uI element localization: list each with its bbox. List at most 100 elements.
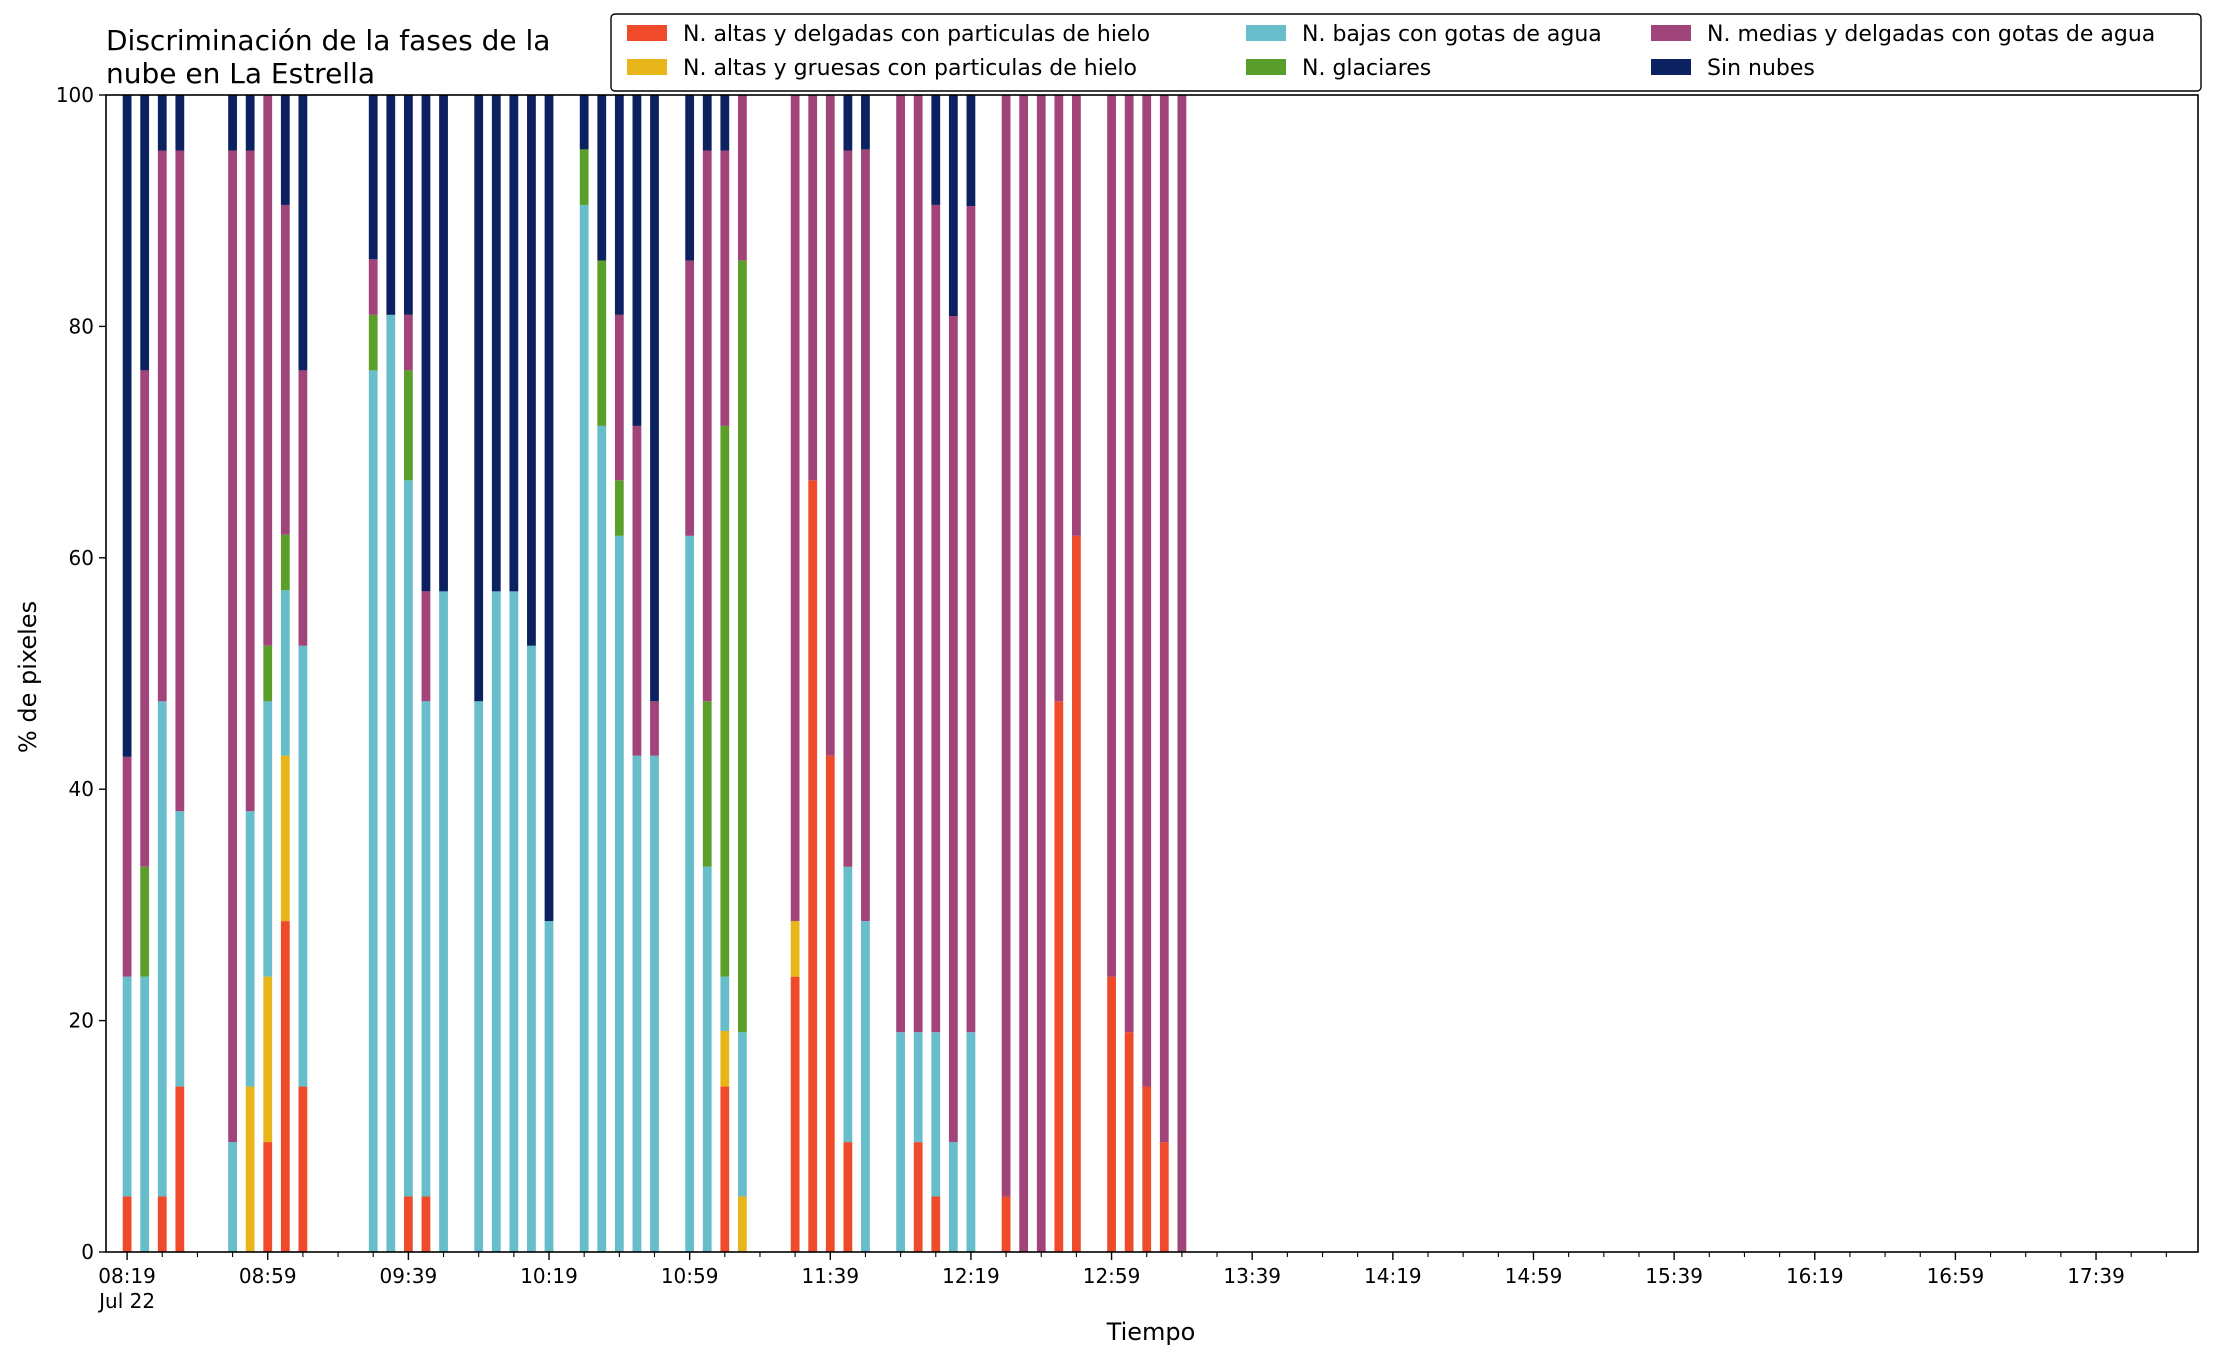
bar-segment: [614, 95, 624, 315]
legend-box: [610, 13, 2202, 92]
y-axis-label: % de pixeles: [14, 601, 42, 753]
x-tick-label: 10:59: [661, 1264, 719, 1288]
bar-segment: [1124, 95, 1134, 1033]
bar-segment: [228, 95, 237, 151]
bar-segment: [896, 1032, 905, 1252]
bar-segment: [790, 976, 800, 1252]
bar-segment: [157, 701, 167, 1197]
y-tick-label: 60: [69, 546, 94, 570]
bar-segment: [702, 701, 712, 867]
bar-segment: [263, 701, 273, 977]
bar-segment: [614, 535, 624, 1252]
bar-segment: [368, 370, 378, 1252]
bar-segment: [720, 95, 730, 151]
bar-segment: [474, 701, 484, 1252]
legend-label: N. glaciares: [1302, 56, 1431, 81]
bar-segment: [1036, 95, 1046, 1252]
bar-segment: [491, 95, 501, 592]
bar-segment: [702, 95, 712, 151]
bar-segment: [298, 95, 308, 371]
bar-segment: [245, 150, 255, 812]
bar-segment: [439, 95, 448, 592]
chart-title-line1: Discriminación de la fases de la: [106, 24, 550, 57]
bar-segment: [280, 590, 290, 756]
bar-segment: [298, 645, 308, 1087]
bar-segment: [720, 1031, 730, 1087]
bar-segment: [1107, 976, 1116, 1252]
x-tick-label: 12:59: [1083, 1264, 1141, 1288]
bar-segment: [579, 95, 589, 150]
y-tick-label: 40: [69, 777, 94, 801]
bar-segment: [527, 645, 536, 1252]
y-tick-label: 20: [69, 1009, 94, 1033]
bar-segment: [843, 866, 853, 1143]
bar-segment: [597, 95, 607, 261]
legend-swatch: [1651, 25, 1691, 41]
x-tick-label: 14:19: [1364, 1264, 1422, 1288]
bar-segment: [509, 591, 519, 1252]
legend-label: N. medias y delgadas con gotas de agua: [1707, 22, 2155, 47]
bar-segment: [157, 1196, 167, 1252]
bar-segment: [403, 1196, 413, 1252]
bar-segment: [579, 149, 589, 205]
bar-segment: [650, 755, 659, 1252]
legend: N. altas y delgadas con particulas de hi…: [610, 13, 2202, 92]
bar-segment: [474, 95, 484, 702]
y-tick-label: 100: [56, 83, 94, 107]
bar-segment: [403, 314, 413, 371]
bar-segment: [175, 1086, 185, 1252]
x-tick-label: 09:39: [380, 1264, 438, 1288]
bar-segment: [913, 1032, 923, 1143]
bar-segment: [737, 95, 747, 261]
bar-segment: [913, 95, 923, 1033]
bar-segment: [685, 535, 695, 1252]
y-tick-label: 0: [81, 1240, 94, 1264]
bar-segment: [263, 645, 273, 702]
bar-segment: [1072, 95, 1081, 536]
bar-segment: [650, 701, 659, 756]
bar-segment: [1054, 95, 1064, 702]
bar-segment: [614, 480, 624, 536]
bar-segment: [122, 1196, 132, 1252]
bar-segment: [403, 480, 413, 1197]
bar-segment: [790, 95, 800, 922]
bar-segment: [509, 95, 519, 592]
bar-segment: [825, 755, 835, 1252]
legend-label: N. bajas con gotas de agua: [1302, 22, 1602, 47]
x-tick-label: 08:59: [239, 1264, 297, 1288]
bar-segment: [597, 260, 607, 426]
legend-label: Sin nubes: [1707, 56, 1815, 81]
x-tick-label: 16:59: [1927, 1264, 1985, 1288]
bar-segment: [368, 259, 378, 315]
bar-segment: [843, 150, 853, 867]
legend-swatch: [627, 25, 667, 41]
bars-layer: [122, 95, 1187, 1253]
bar-segment: [808, 480, 818, 1252]
bar-segment: [298, 370, 308, 646]
bar-segment: [1142, 1086, 1152, 1252]
bar-segment: [140, 976, 150, 1252]
bar-segment: [298, 1086, 308, 1252]
bar-segment: [843, 1142, 853, 1252]
x-tick-sublabel: Jul 22: [97, 1289, 155, 1313]
bar-segment: [966, 206, 976, 1033]
bar-segment: [280, 755, 290, 922]
bar-segment: [527, 95, 536, 646]
bar-segment: [368, 95, 378, 260]
bar-segment: [421, 1196, 431, 1252]
bar-segment: [1001, 1196, 1011, 1252]
bar-segment: [175, 811, 185, 1087]
bar-segment: [386, 314, 396, 1253]
bar-segment: [403, 95, 413, 315]
bar-segment: [614, 314, 624, 481]
bar-segment: [280, 534, 290, 591]
bar-segment: [491, 591, 501, 1252]
bar-segment: [263, 1142, 273, 1252]
x-tick-label: 14:59: [1505, 1264, 1563, 1288]
bar-segment: [720, 150, 730, 426]
bar-segment: [966, 95, 976, 207]
bar-segment: [157, 95, 167, 151]
x-tick-label: 13:39: [1223, 1264, 1281, 1288]
bar-segment: [245, 1086, 255, 1252]
